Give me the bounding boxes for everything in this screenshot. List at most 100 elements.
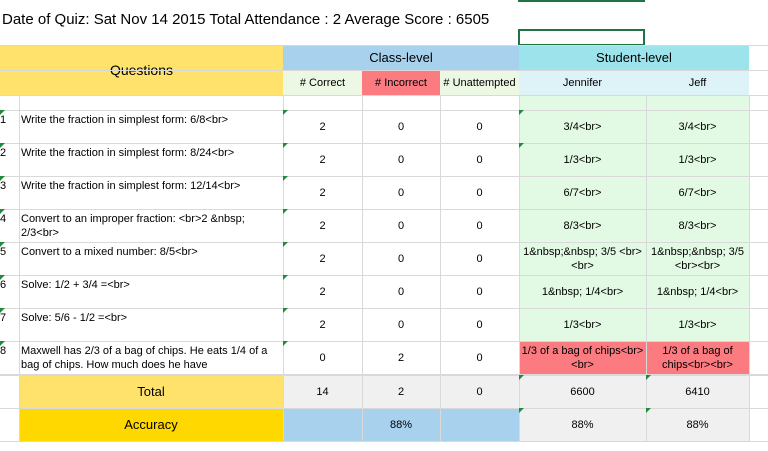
total-incorrect: 2 — [397, 385, 405, 398]
incorrect-count: 0 — [397, 252, 405, 265]
gridline-v — [19, 95, 20, 441]
total-label: Total — [19, 375, 283, 408]
answer-jennifer: 1/3<br> — [563, 318, 602, 331]
answer-jeff: 8/3<br> — [678, 219, 717, 232]
unattempted-count: 0 — [476, 318, 483, 331]
question-number: 8 — [0, 345, 7, 357]
gridline-h — [0, 176, 768, 177]
total-unattempted: 0 — [476, 385, 483, 398]
gridline-h — [0, 441, 768, 442]
accuracy-row-bg — [519, 408, 749, 441]
total-correct: 14 — [316, 385, 329, 398]
cell-indicator-triangle — [0, 242, 5, 247]
unattempted-count: 0 — [476, 120, 483, 133]
report-title: Date of Quiz: Sat Nov 14 2015 Total Atte… — [2, 11, 490, 28]
gridline-v — [362, 95, 363, 441]
gridline-v — [749, 95, 750, 441]
correct-header: # Correct — [283, 70, 362, 95]
accuracy-jeff: 88% — [686, 418, 709, 431]
question-number: 2 — [0, 147, 7, 159]
cell-indicator-triangle — [283, 341, 288, 346]
gridline-h — [0, 110, 768, 111]
cell-indicator-triangle — [0, 209, 5, 214]
answer-jennifer: 3/4<br> — [563, 120, 602, 133]
cell-indicator-triangle — [646, 375, 651, 380]
question-text: Convert to a mixed number: 8/5<br> — [21, 246, 198, 258]
unattempted-count: 0 — [476, 285, 483, 298]
gridline-h — [0, 95, 768, 96]
incorrect-count: 0 — [397, 120, 405, 133]
answer-jeff: 1&nbsp; 1/4<br> — [656, 285, 739, 298]
incorrect-count: 0 — [397, 186, 405, 199]
gridline-h — [0, 45, 768, 46]
correct-count: 2 — [319, 186, 326, 199]
incorrect-count: 0 — [397, 153, 405, 166]
gridline-h — [0, 341, 768, 342]
unattempted-count: 0 — [476, 219, 483, 232]
question-number: 5 — [0, 246, 7, 258]
gridline-h — [0, 408, 768, 409]
answer-jennifer: 6/7<br> — [563, 186, 602, 199]
answer-jeff: 3/4<br> — [678, 120, 717, 133]
question-number: 7 — [0, 312, 7, 324]
gridline-v — [646, 95, 647, 441]
question-text: Write the fraction in simplest form: 6/8… — [21, 114, 229, 126]
incorrect-count: 2 — [397, 351, 405, 364]
class-level-header: Class-level — [283, 45, 519, 70]
unattempted-count: 0 — [476, 252, 483, 265]
cell-indicator-triangle — [283, 275, 288, 280]
cell-indicator-triangle — [0, 110, 5, 115]
question-text: Maxwell has 2/3 of a bag of chips. He ea… — [21, 345, 268, 371]
student-level-header: Student-level — [519, 45, 749, 70]
question-text: Write the fraction in simplest form: 12/… — [21, 180, 241, 192]
incorrect-header: # Incorrect — [362, 70, 440, 95]
answer-jennifer: 1&nbsp; 1/4<br> — [541, 285, 624, 298]
question-number: 6 — [0, 279, 7, 291]
question-text: Convert to an improper fraction: <br>2 &… — [21, 213, 245, 239]
cell-indicator-triangle — [0, 308, 5, 313]
gridline-h — [0, 209, 768, 210]
gridline-h — [0, 70, 768, 71]
unattempted-header: # Unattempted — [440, 70, 519, 95]
answer-jeff: 1&nbsp;&nbsp; 3/5 <br><br> — [651, 245, 744, 272]
unattempted-count: 0 — [476, 351, 483, 364]
gridline-h — [0, 275, 768, 276]
cell-indicator-triangle — [283, 242, 288, 247]
question-number: 4 — [0, 213, 7, 225]
answer-jeff: 1/3<br> — [678, 153, 717, 166]
student-name-jennifer: Jennifer — [519, 70, 646, 95]
cell-indicator-triangle — [0, 143, 5, 148]
answer-jeff: 1/3 of a bag of chips<br><br> — [646, 341, 749, 374]
correct-count: 2 — [319, 219, 326, 232]
total-row-bg — [283, 375, 749, 408]
gridline-h — [0, 143, 768, 144]
cell-indicator-triangle — [0, 176, 5, 181]
question-number: 3 — [0, 180, 7, 192]
cell-indicator-triangle — [283, 143, 288, 148]
selected-cell[interactable] — [518, 29, 645, 46]
cell-indicator-triangle — [283, 308, 288, 313]
accuracy-class: 88% — [283, 408, 519, 441]
cell-indicator-triangle — [0, 275, 5, 280]
cell-indicator-triangle — [0, 341, 5, 346]
gridline-v — [519, 95, 520, 441]
cell-indicator-triangle — [519, 110, 524, 115]
student-answers-band — [519, 95, 749, 341]
correct-count: 0 — [319, 351, 326, 364]
cell-indicator-triangle — [646, 408, 651, 413]
answer-jennifer: 1&nbsp;&nbsp; 3/5 <br><br> — [523, 245, 642, 272]
correct-count: 2 — [319, 153, 326, 166]
total-jennifer: 6600 — [570, 385, 595, 398]
answer-jeff: 6/7<br> — [678, 186, 717, 199]
accuracy-label: Accuracy — [19, 408, 283, 441]
gridline-h — [0, 242, 768, 243]
gridline-h — [0, 374, 768, 375]
cell-indicator-triangle — [519, 375, 524, 380]
cell-indicator-triangle — [519, 143, 524, 148]
correct-count: 2 — [319, 120, 326, 133]
question-text: Solve: 5/6 - 1/2 =<br> — [21, 312, 128, 324]
answer-jeff: 1/3<br> — [678, 318, 717, 331]
total-jeff: 6410 — [685, 385, 710, 398]
accuracy-jennifer: 88% — [571, 418, 594, 431]
